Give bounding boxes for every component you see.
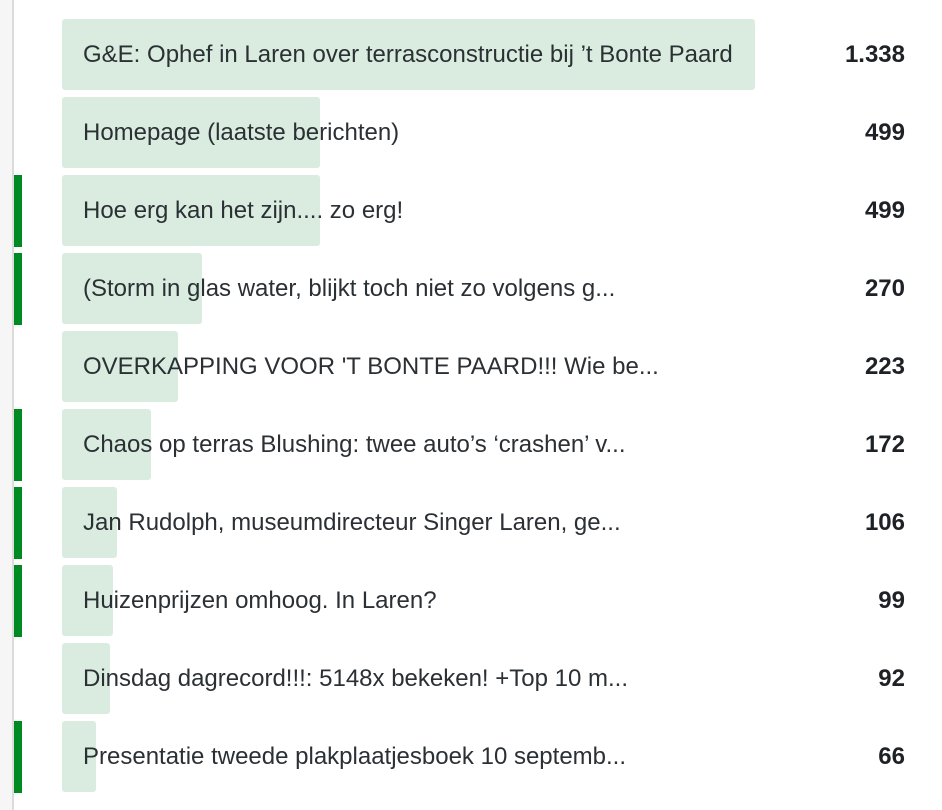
- value-bar: [62, 565, 114, 636]
- list-item[interactable]: Hoe erg kan het zijn.... zo erg! 499: [0, 175, 942, 247]
- view-count: 66: [878, 743, 905, 770]
- post-title-link[interactable]: OVERKAPPING VOOR 'T BONTE PAARD!!! Wie b…: [83, 353, 659, 380]
- value-bar: [62, 331, 178, 402]
- list-item[interactable]: G&E: Ophef in Laren over terrasconstruct…: [0, 19, 942, 90]
- view-count: 106: [864, 509, 905, 536]
- view-count: 270: [864, 275, 905, 302]
- view-count: 499: [864, 119, 905, 146]
- view-count: 223: [864, 353, 905, 380]
- post-title-link[interactable]: Presentatie tweede plakplaatjesboek 10 s…: [83, 743, 627, 770]
- post-title-link[interactable]: Hoe erg kan het zijn.... zo erg!: [83, 197, 404, 224]
- post-title-link[interactable]: Chaos op terras Blushing: twee auto’s ‘c…: [83, 431, 626, 458]
- list-item[interactable]: (Storm in glas water, blijkt toch niet z…: [0, 253, 942, 325]
- sidebar-edge: [0, 0, 14, 810]
- post-title-link[interactable]: Homepage (laatste berichten): [83, 119, 400, 146]
- view-count: 172: [864, 431, 905, 458]
- list-item[interactable]: Jan Rudolph, museumdirecteur Singer Lare…: [0, 487, 942, 559]
- post-title-link[interactable]: Jan Rudolph, museumdirecteur Singer Lare…: [83, 509, 621, 536]
- value-bar: [62, 643, 110, 714]
- status-marker: [14, 721, 22, 793]
- status-marker: [14, 487, 22, 559]
- post-title-link[interactable]: G&E: Ophef in Laren over terrasconstruct…: [83, 41, 733, 68]
- value-bar: [62, 19, 755, 90]
- list-item[interactable]: Huizenprijzen omhoog. In Laren? 99: [0, 565, 942, 637]
- value-bar: [62, 97, 321, 168]
- list-item[interactable]: Presentatie tweede plakplaatjesboek 10 s…: [0, 721, 942, 793]
- post-title-link[interactable]: Huizenprijzen omhoog. In Laren?: [83, 587, 437, 614]
- list-item[interactable]: Dinsdag dagrecord!!!: 5148x bekeken! +To…: [0, 643, 942, 714]
- list-item[interactable]: Homepage (laatste berichten) 499: [0, 97, 942, 168]
- post-title-link[interactable]: (Storm in glas water, blijkt toch niet z…: [83, 275, 616, 302]
- status-marker: [14, 253, 22, 325]
- view-count: 499: [864, 197, 905, 224]
- view-count: 1.338: [844, 41, 905, 68]
- list-item[interactable]: Chaos op terras Blushing: twee auto’s ‘c…: [0, 409, 942, 481]
- status-marker: [14, 565, 22, 637]
- value-bar: [62, 175, 321, 246]
- value-bar: [62, 409, 152, 480]
- value-bar: [62, 721, 97, 792]
- value-bar: [62, 487, 117, 558]
- view-count: 99: [878, 587, 905, 614]
- post-title-link[interactable]: Dinsdag dagrecord!!!: 5148x bekeken! +To…: [83, 665, 629, 692]
- value-bar: [62, 253, 202, 324]
- list-item[interactable]: OVERKAPPING VOOR 'T BONTE PAARD!!! Wie b…: [0, 331, 942, 402]
- view-count: 92: [878, 665, 905, 692]
- status-marker: [14, 175, 22, 247]
- status-marker: [14, 409, 22, 481]
